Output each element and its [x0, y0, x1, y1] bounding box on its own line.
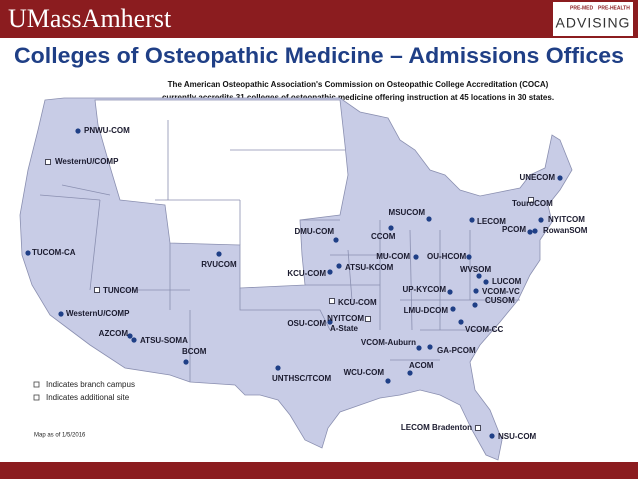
location-label: KCU-COM — [287, 269, 326, 278]
college-marker — [469, 217, 475, 223]
location-label: LECOM — [477, 217, 506, 226]
location-label: RVUCOM — [201, 260, 237, 269]
college-marker — [327, 319, 333, 325]
location-label: WCU-COM — [344, 368, 385, 377]
college-marker — [75, 128, 81, 134]
location-label: ACOM — [409, 361, 434, 370]
header-bar — [0, 0, 638, 38]
logo-small: PRE-HEALTH — [598, 5, 630, 11]
site-marker — [528, 197, 534, 203]
brand: UMassAmherst — [8, 4, 172, 33]
college-marker — [426, 216, 432, 222]
title: Colleges of Osteopathic Medicine – Admis… — [14, 43, 624, 68]
us-map — [19, 97, 573, 461]
location-label: RowanSOM — [543, 226, 588, 235]
college-marker — [450, 306, 456, 312]
location-label: LMU-DCOM — [404, 306, 449, 315]
logo-box — [553, 2, 633, 36]
location-label: TUCOM-CA — [32, 248, 76, 257]
college-marker — [131, 337, 137, 343]
college-marker — [413, 254, 419, 260]
college-marker — [333, 237, 339, 243]
location-label: NYITCOM — [327, 314, 364, 323]
college-marker — [427, 344, 433, 350]
location-label: BCOM — [182, 347, 207, 356]
college-marker — [489, 433, 495, 439]
location-label: PNWU-COM — [84, 126, 130, 135]
site-marker — [329, 298, 335, 304]
college-marker — [557, 175, 563, 181]
location-label: WesternU/COMP — [55, 157, 119, 166]
college-marker — [527, 229, 533, 235]
college-marker — [416, 345, 422, 351]
location-label: VCOM-CC — [465, 325, 503, 334]
college-marker — [447, 289, 453, 295]
location-label: UP-KYCOM — [402, 285, 446, 294]
college-marker — [476, 273, 482, 279]
legend-symbol — [33, 381, 40, 388]
location-label: OSU-COM — [287, 319, 326, 328]
note: Map as of 1/5/2016 — [34, 433, 86, 439]
location-label: CCOM — [371, 232, 396, 241]
college-marker — [388, 225, 394, 231]
college-marker — [538, 217, 544, 223]
locations: PNWU-COM WesternU/COMP TUCOM-CA TUNCOM Weste… — [25, 126, 588, 441]
college-marker — [466, 254, 472, 260]
location-label: MSUCOM — [389, 208, 426, 217]
site-marker — [475, 425, 481, 431]
location-label: GA-PCOM — [437, 346, 476, 355]
legend-symbol — [33, 394, 40, 401]
location-label: TouroCOM — [512, 199, 553, 208]
location-label: DMU-COM — [294, 227, 334, 236]
footer-bar — [0, 462, 638, 479]
logo-small: PRE-MED — [570, 5, 593, 11]
location-label: UNTHSC/TCOM — [272, 374, 331, 383]
college-marker — [532, 228, 538, 234]
college-marker — [458, 319, 464, 325]
location-sublabel: A-State — [330, 324, 359, 333]
college-marker — [472, 302, 478, 308]
college-marker — [407, 370, 413, 376]
location-label: LUCOM — [492, 277, 522, 286]
college-marker — [336, 263, 342, 269]
subtitle: currently accredits 31 colleges of osteo… — [162, 93, 554, 102]
location-label: VCOM-Auburn — [361, 338, 416, 347]
location-label: WVSOM — [460, 265, 491, 274]
location-label: PCOM — [502, 225, 526, 234]
site-marker — [45, 159, 51, 165]
location-label: VCOM-VC — [482, 287, 520, 296]
college-marker — [327, 269, 333, 275]
location-label: MU-COM — [376, 252, 410, 261]
site-marker — [365, 316, 371, 322]
location-label: NYITCOM — [548, 215, 585, 224]
logo-main: ADVISING — [556, 15, 631, 31]
legend-label: Indicates additional site — [46, 393, 130, 402]
college-marker — [473, 288, 479, 294]
location-label: TUNCOM — [103, 286, 138, 295]
location-label: OU-HCOM — [427, 252, 466, 261]
college-marker — [275, 365, 281, 371]
location-label: KCU-COM — [338, 298, 377, 307]
college-marker — [58, 311, 64, 317]
location-label: UNECOM — [519, 173, 555, 182]
location-label: LECOM Bradenton — [401, 423, 472, 432]
site-marker — [94, 287, 100, 293]
college-marker — [385, 378, 391, 384]
location-label: NSU-COM — [498, 432, 537, 441]
college-marker — [183, 359, 189, 365]
location-label: ATSU-KCOM — [345, 263, 394, 272]
college-marker — [216, 251, 222, 257]
college-marker — [127, 333, 133, 339]
location-label: AZCOM — [99, 329, 129, 338]
location-label: WesternU/COMP — [66, 309, 130, 318]
college-marker — [25, 250, 31, 256]
subtitle: The American Osteopathic Association's C… — [168, 80, 549, 89]
location-label: ATSU-SOMA — [140, 336, 188, 345]
legend-label: Indicates branch campus — [46, 380, 135, 389]
location-label: CUSOM — [485, 296, 515, 305]
college-marker — [483, 279, 489, 285]
